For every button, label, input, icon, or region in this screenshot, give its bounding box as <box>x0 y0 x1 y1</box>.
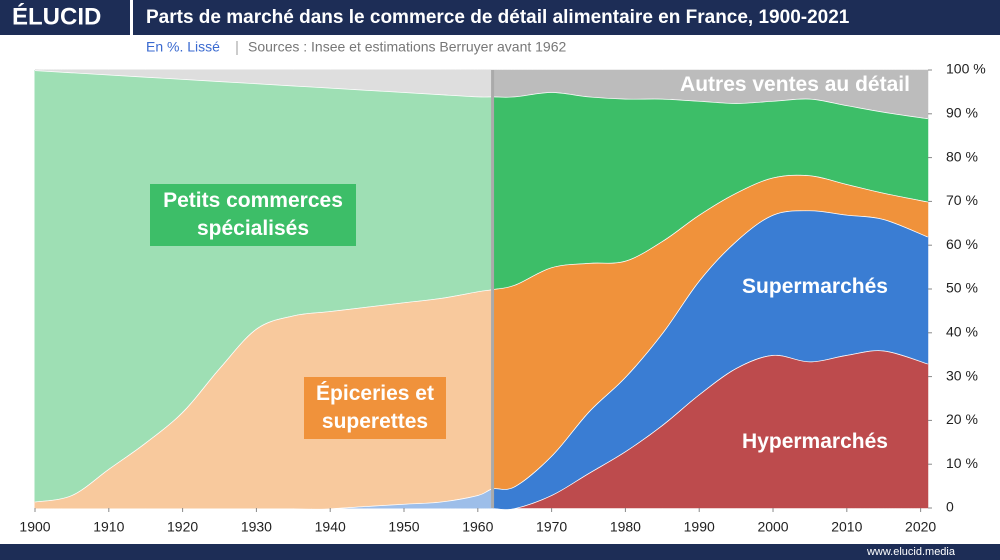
footer: www.elucid.media <box>866 546 956 558</box>
x-tick-label: 1930 <box>241 519 272 535</box>
x-tick-label: 1900 <box>19 519 50 535</box>
header-separator <box>130 0 133 35</box>
y-tick-label: 70 % <box>946 192 978 208</box>
y-tick-label: 90 % <box>946 105 978 121</box>
x-tick-label: 2000 <box>757 519 788 535</box>
x-tick-label: 1910 <box>93 519 124 535</box>
y-tick-label: 10 % <box>946 455 978 471</box>
source: Sources : Insee et estimations Berruyer … <box>248 39 566 55</box>
subtitle: En %. Lissé <box>146 39 220 55</box>
y-tick-label: 80 % <box>946 148 978 164</box>
y-tick-label: 60 % <box>946 236 978 252</box>
x-tick-label: 1960 <box>462 519 493 535</box>
y-tick-label: 50 % <box>946 280 978 296</box>
x-tick-label: 1970 <box>536 519 567 535</box>
x-tick-label: 1940 <box>315 519 346 535</box>
historic-shade <box>35 70 493 508</box>
header-bar <box>0 0 1000 35</box>
series-label: Petits commerces spécialisés <box>150 184 356 246</box>
y-tick-label: 30 % <box>946 367 978 383</box>
chart-title: Parts de marché dans le commerce de déta… <box>146 7 850 28</box>
y-tick-label: 100 % <box>946 61 986 77</box>
x-tick-label: 2010 <box>831 519 862 535</box>
series-label: Autres ventes au détail <box>680 73 910 96</box>
x-tick-label: 1920 <box>167 519 198 535</box>
y-tick-label: 40 % <box>946 324 978 340</box>
y-tick-label: 0 <box>946 499 954 515</box>
x-tick-label: 2020 <box>905 519 936 535</box>
x-tick-label: 1980 <box>610 519 641 535</box>
series-label: Hypermarchés <box>742 430 888 453</box>
x-tick-label: 1950 <box>388 519 419 535</box>
series-label: Supermarchés <box>742 275 888 298</box>
series-label: Épiceries et superettes <box>304 377 446 439</box>
x-tick-label: 1990 <box>684 519 715 535</box>
brand: ÉLUCID <box>12 2 101 30</box>
footer-bar <box>0 544 1000 560</box>
y-tick-label: 20 % <box>946 411 978 427</box>
